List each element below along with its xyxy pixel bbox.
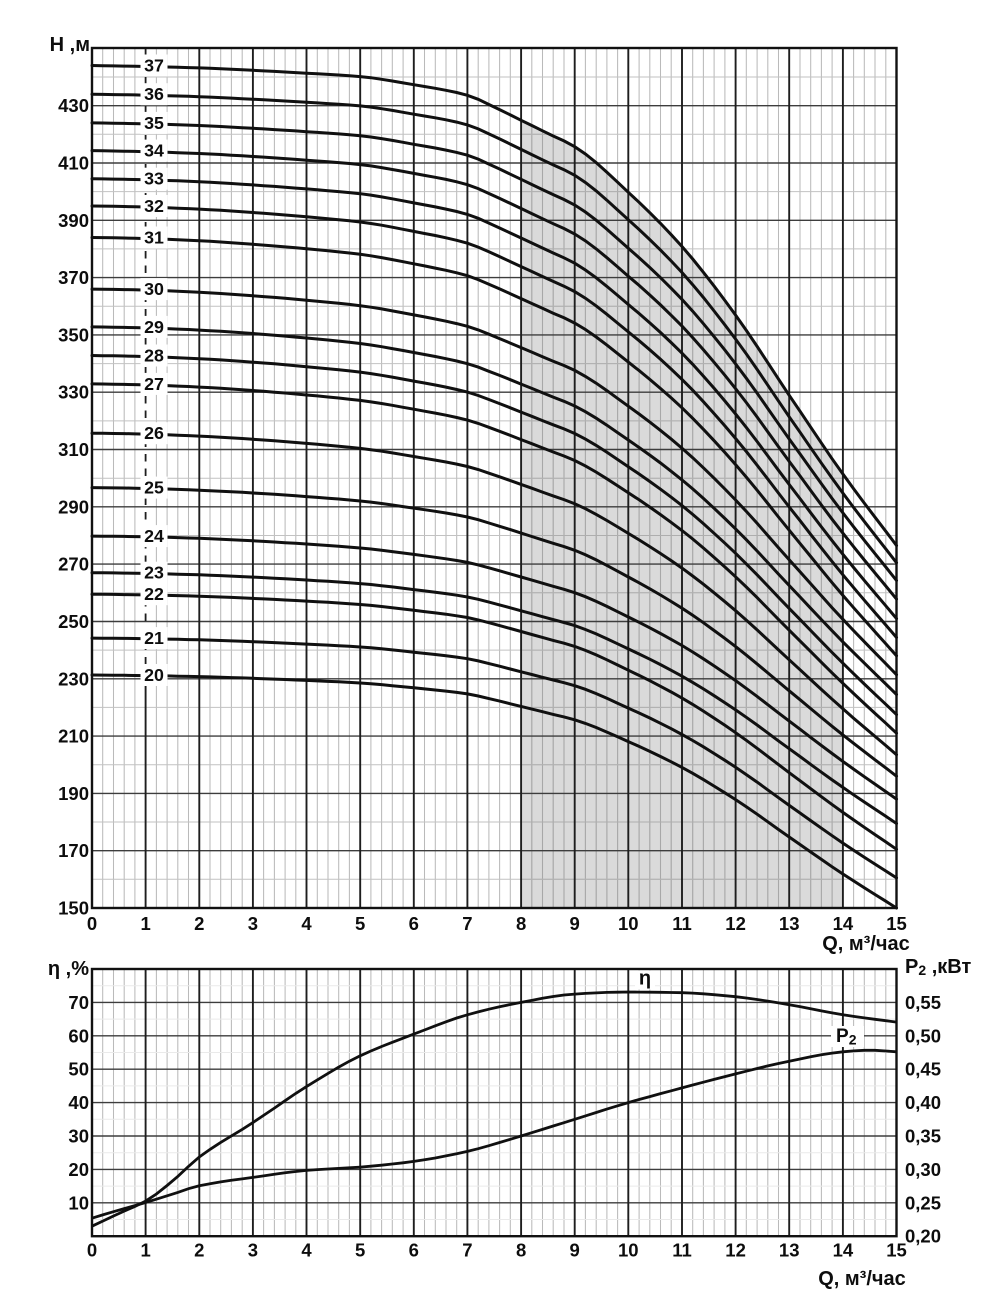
svg-text:32: 32 xyxy=(144,196,164,216)
svg-text:170: 170 xyxy=(58,840,89,861)
svg-text:4: 4 xyxy=(301,1240,312,1261)
svg-text:2: 2 xyxy=(194,1240,204,1261)
svg-text:70: 70 xyxy=(68,992,89,1013)
svg-text:35: 35 xyxy=(144,113,164,133)
svg-text:410: 410 xyxy=(58,153,89,174)
svg-text:8: 8 xyxy=(516,1240,526,1261)
svg-text:η: η xyxy=(639,968,651,990)
svg-text:290: 290 xyxy=(58,496,89,517)
svg-text:370: 370 xyxy=(58,267,89,288)
svg-text:0,30: 0,30 xyxy=(905,1159,941,1180)
svg-text:0,45: 0,45 xyxy=(905,1059,941,1080)
svg-text:0,55: 0,55 xyxy=(905,992,941,1013)
svg-text:210: 210 xyxy=(58,726,89,747)
svg-text:36: 36 xyxy=(144,84,164,104)
svg-text:0,20: 0,20 xyxy=(905,1226,941,1247)
svg-text:30: 30 xyxy=(144,279,164,299)
svg-text:24: 24 xyxy=(144,526,164,546)
svg-text:60: 60 xyxy=(68,1025,89,1046)
svg-text:Q, м³/час: Q, м³/час xyxy=(822,933,910,955)
svg-text:6: 6 xyxy=(409,913,419,934)
svg-text:6: 6 xyxy=(409,1240,419,1261)
svg-text:1: 1 xyxy=(140,1240,150,1261)
svg-text:13: 13 xyxy=(779,913,800,934)
svg-text:15: 15 xyxy=(886,1240,907,1261)
svg-text:190: 190 xyxy=(58,783,89,804)
svg-text:5: 5 xyxy=(355,1240,365,1261)
svg-text:33: 33 xyxy=(144,169,164,189)
svg-text:20: 20 xyxy=(144,665,164,685)
svg-text:2: 2 xyxy=(194,913,204,934)
svg-text:Р2: Р2 xyxy=(836,1026,857,1048)
svg-text:29: 29 xyxy=(144,317,164,337)
svg-text:0: 0 xyxy=(87,913,97,934)
svg-text:26: 26 xyxy=(144,423,164,443)
svg-text:40: 40 xyxy=(68,1092,89,1113)
svg-text:21: 21 xyxy=(144,628,164,648)
svg-text:250: 250 xyxy=(58,611,89,632)
svg-text:1: 1 xyxy=(140,913,150,934)
svg-text:14: 14 xyxy=(833,1240,854,1261)
svg-text:50: 50 xyxy=(68,1059,89,1080)
svg-text:10: 10 xyxy=(618,1240,639,1261)
svg-text:0,35: 0,35 xyxy=(905,1126,941,1147)
svg-text:Q, м³/час: Q, м³/час xyxy=(818,1268,906,1290)
svg-text:10: 10 xyxy=(68,1192,89,1213)
svg-text:13: 13 xyxy=(779,1240,800,1261)
svg-text:270: 270 xyxy=(58,554,89,575)
svg-text:0,25: 0,25 xyxy=(905,1192,941,1213)
svg-text:3: 3 xyxy=(248,1240,258,1261)
svg-text:8: 8 xyxy=(516,913,526,934)
svg-text:11: 11 xyxy=(672,1240,692,1261)
svg-text:350: 350 xyxy=(58,324,89,345)
svg-text:25: 25 xyxy=(144,478,164,498)
svg-text:34: 34 xyxy=(144,141,164,161)
svg-text:12: 12 xyxy=(725,1240,746,1261)
svg-text:η ,%: η ,% xyxy=(48,958,89,980)
svg-text:27: 27 xyxy=(144,374,164,394)
svg-text:0: 0 xyxy=(87,1240,97,1261)
svg-text:20: 20 xyxy=(68,1159,89,1180)
svg-text:230: 230 xyxy=(58,668,89,689)
svg-text:0,50: 0,50 xyxy=(905,1025,941,1046)
svg-text:310: 310 xyxy=(58,439,89,460)
svg-text:11: 11 xyxy=(672,913,692,934)
svg-text:31: 31 xyxy=(144,228,164,248)
svg-text:30: 30 xyxy=(68,1126,89,1147)
svg-text:28: 28 xyxy=(144,346,164,366)
svg-text:150: 150 xyxy=(58,898,89,919)
svg-text:7: 7 xyxy=(462,913,472,934)
svg-text:14: 14 xyxy=(833,913,854,934)
svg-text:7: 7 xyxy=(462,1240,472,1261)
svg-text:Р2 ,кВт: Р2 ,кВт xyxy=(905,956,971,978)
svg-text:3: 3 xyxy=(248,913,258,934)
svg-text:9: 9 xyxy=(570,1240,580,1261)
svg-text:430: 430 xyxy=(58,95,89,116)
svg-text:0,40: 0,40 xyxy=(905,1092,941,1113)
svg-text:5: 5 xyxy=(355,913,365,934)
svg-text:22: 22 xyxy=(144,584,164,604)
svg-text:12: 12 xyxy=(725,913,746,934)
svg-text:Н ,м: Н ,м xyxy=(50,34,90,56)
svg-text:37: 37 xyxy=(144,56,164,76)
svg-text:9: 9 xyxy=(570,913,580,934)
svg-text:10: 10 xyxy=(618,913,639,934)
svg-text:390: 390 xyxy=(58,210,89,231)
svg-text:330: 330 xyxy=(58,382,89,403)
svg-text:15: 15 xyxy=(886,913,907,934)
svg-text:4: 4 xyxy=(301,913,312,934)
svg-text:23: 23 xyxy=(144,563,164,583)
